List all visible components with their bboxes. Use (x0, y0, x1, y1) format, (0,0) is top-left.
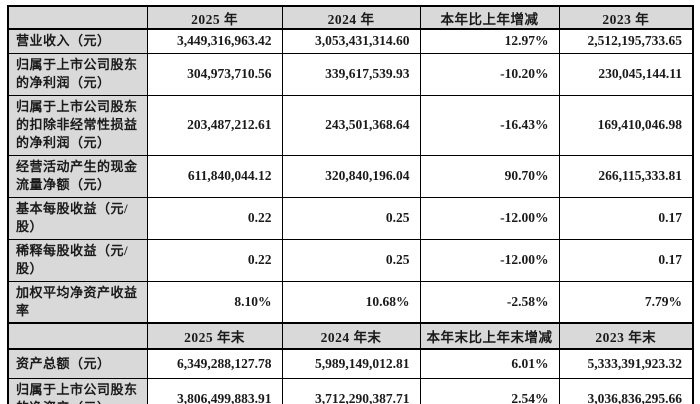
table-row-diluted-eps: 稀释每股收益（元/股） 0.22 0.25 -12.00% 0.17 (7, 238, 694, 282)
cell-value: 339,617,539.93 (281, 52, 421, 96)
table-row-net-assets: 归属于上市公司股东的净资产（元） 3,806,499,883.91 3,712,… (7, 377, 694, 404)
row-label: 经营活动产生的现金流量净额（元） (7, 154, 148, 198)
cell-value: -10.20% (419, 52, 560, 96)
cell-value: 266,115,333.81 (558, 154, 694, 198)
col-header-yoy-end-change: 本年末比上年末增减 (419, 322, 560, 351)
cell-value: 8.10% (146, 280, 283, 324)
row-label: 加权平均净资产收益率 (7, 280, 148, 324)
cell-value: 3,036,836,295.66 (558, 377, 694, 404)
col-header-2023: 2023 年 (558, 5, 694, 30)
row-label: 归属于上市公司股东的扣除非经常性损益的净利润（元） (7, 94, 148, 156)
col-header-2024-end: 2024 年末 (281, 322, 421, 351)
table-row-operating-cash-flow: 经营活动产生的现金流量净额（元） 611,840,044.12 320,840,… (7, 154, 694, 198)
cell-value: 5,333,391,923.32 (558, 348, 694, 379)
cell-value: 12.97% (419, 28, 560, 54)
cell-value: 304,973,710.56 (146, 52, 283, 96)
cell-value: 3,712,290,387.71 (281, 377, 421, 404)
row-label: 营业收入（元） (7, 28, 148, 54)
cell-value: 320,840,196.04 (281, 154, 421, 198)
cell-value: 169,410,046.98 (558, 94, 694, 156)
col-header-2024: 2024 年 (281, 5, 421, 30)
cell-value: 0.25 (281, 238, 421, 282)
row-label: 归属于上市公司股东的净资产（元） (7, 377, 148, 404)
cell-value: 6.01% (419, 348, 560, 379)
cell-value: -12.00% (419, 238, 560, 282)
row-label: 归属于上市公司股东的净利润（元） (7, 52, 148, 96)
col-header-2025-end: 2025 年末 (146, 322, 283, 351)
cell-value: -2.58% (419, 280, 560, 324)
cell-value: 0.25 (281, 196, 421, 240)
col-header-2025: 2025 年 (146, 5, 283, 30)
cell-value: 5,989,149,012.81 (281, 348, 421, 379)
cell-value: 2.54% (419, 377, 560, 404)
row-label: 稀释每股收益（元/股） (7, 238, 148, 282)
cell-value: 243,501,368.64 (281, 94, 421, 156)
year-header-row: 2025 年 2024 年 本年比上年增减 2023 年 (7, 5, 694, 30)
cell-value: -16.43% (419, 94, 560, 156)
cell-value: 0.22 (146, 238, 283, 282)
cell-value: 7.79% (558, 280, 694, 324)
cell-value: 3,053,431,314.60 (281, 28, 421, 54)
cell-value: 0.17 (558, 196, 694, 240)
cell-value: 0.17 (558, 238, 694, 282)
table-row-net-profit-excl-nonrecurring: 归属于上市公司股东的扣除非经常性损益的净利润（元） 203,487,212.61… (7, 94, 694, 156)
cell-value: 3,449,316,963.42 (146, 28, 283, 54)
cell-value: 6,349,288,127.78 (146, 348, 283, 379)
financial-summary-table: 2025 年 2024 年 本年比上年增减 2023 年 营业收入（元） 3,4… (7, 5, 694, 404)
table-row-net-profit: 归属于上市公司股东的净利润（元） 304,973,710.56 339,617,… (7, 52, 694, 96)
cell-value: 0.22 (146, 196, 283, 240)
cell-value: -12.00% (419, 196, 560, 240)
row-label: 资产总额（元） (7, 348, 148, 379)
col-header-2023-end: 2023 年末 (558, 322, 694, 351)
cell-value: 230,045,144.11 (558, 52, 694, 96)
corner-cell (7, 322, 148, 351)
table-row-total-assets: 资产总额（元） 6,349,288,127.78 5,989,149,012.8… (7, 348, 694, 379)
col-header-yoy-change: 本年比上年增减 (419, 5, 560, 30)
corner-cell (7, 5, 148, 30)
cell-value: 90.70% (419, 154, 560, 198)
year-end-header-row: 2025 年末 2024 年末 本年末比上年末增减 2023 年末 (7, 322, 694, 351)
cell-value: 10.68% (281, 280, 421, 324)
table-row-basic-eps: 基本每股收益（元/股） 0.22 0.25 -12.00% 0.17 (7, 196, 694, 240)
cell-value: 2,512,195,733.65 (558, 28, 694, 54)
cell-value: 3,806,499,883.91 (146, 377, 283, 404)
row-label: 基本每股收益（元/股） (7, 196, 148, 240)
table-row-revenue: 营业收入（元） 3,449,316,963.42 3,053,431,314.6… (7, 28, 694, 54)
cell-value: 611,840,044.12 (146, 154, 283, 198)
cell-value: 203,487,212.61 (146, 94, 283, 156)
table-row-weighted-avg-roe: 加权平均净资产收益率 8.10% 10.68% -2.58% 7.79% (7, 280, 694, 324)
